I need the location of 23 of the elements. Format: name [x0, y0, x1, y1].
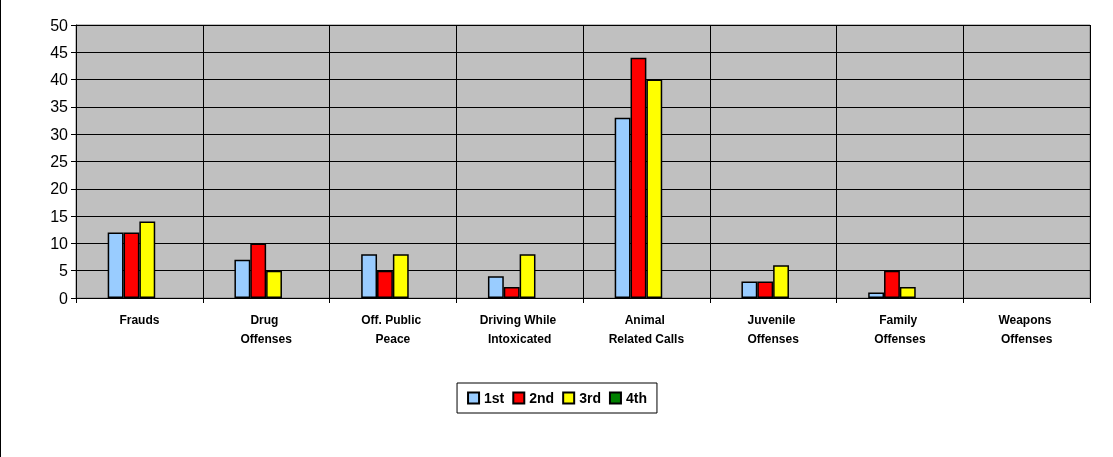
y-tick-label: 20: [50, 180, 69, 198]
y-tick-label: 45: [50, 43, 69, 61]
x-tick-label: Family Offenses: [874, 312, 926, 346]
y-tick-label: 10: [50, 234, 69, 252]
legend-label: 1st: [484, 390, 505, 406]
y-tick-label: 35: [50, 98, 69, 116]
x-tick-label: Animal Related Calls: [608, 312, 685, 346]
x-tick-label: Drug Offenses: [240, 312, 293, 346]
y-tick-label: 50: [50, 16, 69, 34]
y-tick-label: 5: [59, 262, 69, 280]
legend-label: 4th: [625, 390, 647, 406]
y-tick-label: 30: [50, 125, 69, 143]
x-tick-label: Juvenile Offenses: [747, 312, 800, 346]
x-tick-label: Weapons Offenses: [998, 312, 1055, 346]
y-tick-label: 40: [50, 71, 69, 89]
x-tick-label: Frauds: [119, 312, 160, 327]
x-tick-label: Driving While Intoxicated: [479, 312, 560, 346]
x-tick-label: Off. Public Peace: [361, 312, 425, 346]
legend-label: 3rd: [579, 390, 601, 406]
y-tick-label: 25: [50, 153, 69, 170]
legend-label: 2nd: [529, 390, 555, 406]
y-tick-label: 0: [59, 289, 69, 307]
y-tick-label: 15: [50, 207, 69, 225]
